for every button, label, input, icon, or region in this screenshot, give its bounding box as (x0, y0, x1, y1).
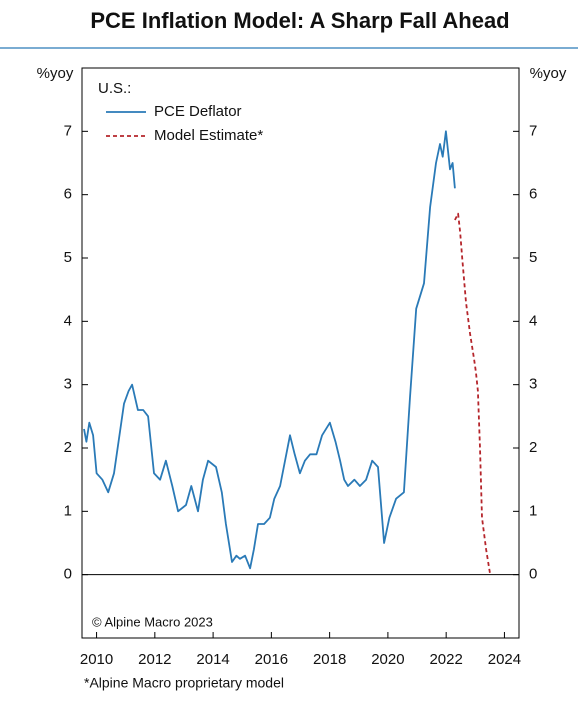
x-tick-label: 2012 (138, 651, 171, 668)
y2-tick-label: 6 (529, 186, 537, 203)
copyright: © Alpine Macro 2023 (92, 614, 213, 629)
legend-title: U.S.: (98, 80, 131, 97)
plot-frame (81, 67, 520, 639)
y-tick-label: 0 (64, 566, 72, 583)
x-tick-label: 2020 (371, 651, 404, 668)
y-tick-label: 1 (64, 502, 72, 519)
legend-label: PCE Deflator (154, 103, 242, 120)
footnote: *Alpine Macro proprietary model (84, 675, 284, 691)
x-tick-label: 2010 (80, 651, 113, 668)
y2-tick-label: 7 (529, 122, 537, 139)
y-tick-label: 4 (64, 312, 72, 329)
y2-tick-label: 3 (529, 376, 537, 393)
series-line (454, 212, 492, 575)
y-tick-label: 2 (64, 439, 72, 456)
y2-tick-label: 1 (529, 502, 537, 519)
x-tick-label: 2022 (429, 651, 462, 668)
y-tick-label: 3 (64, 376, 72, 393)
y-tick-label: 5 (64, 249, 72, 266)
y-tick-label: 6 (64, 186, 72, 203)
y2-tick-label: 0 (529, 566, 537, 583)
legend-label: Model Estimate* (154, 127, 263, 144)
y-axis-label: %yoy (37, 65, 74, 82)
x-tick-label: 2024 (488, 651, 521, 668)
y2-tick-label: 5 (529, 249, 537, 266)
chart-title: PCE Inflation Model: A Sharp Fall Ahead (90, 8, 509, 33)
series-line (83, 130, 456, 570)
y-tick-label: 7 (64, 122, 72, 139)
y2-tick-label: 2 (529, 439, 537, 456)
y2-tick-label: 4 (529, 312, 537, 329)
x-tick-label: 2016 (255, 651, 288, 668)
x-tick-label: 2014 (196, 651, 229, 668)
x-tick-label: 2018 (313, 651, 346, 668)
y2-axis-label: %yoy (530, 65, 567, 82)
